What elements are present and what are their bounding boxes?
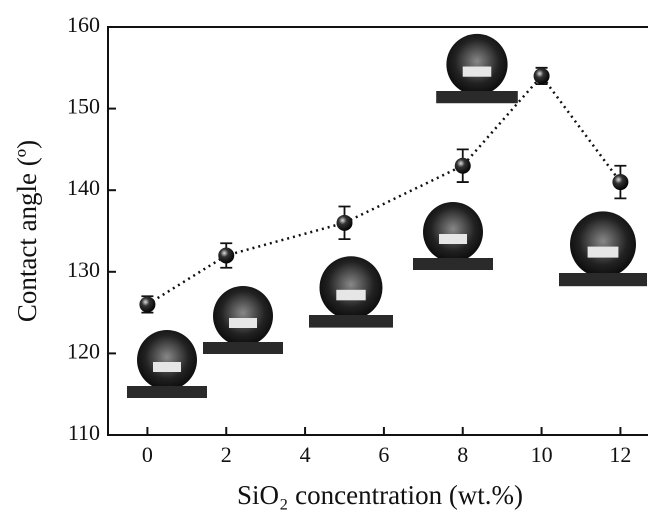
y-tick-label: 120	[67, 338, 100, 363]
x-tick-label: 2	[221, 442, 232, 467]
x-tick-label: 8	[457, 442, 468, 467]
x-tick-label: 12	[609, 442, 631, 467]
y-tick-label: 160	[67, 12, 100, 37]
x-tick-label: 4	[300, 442, 311, 467]
y-tick-label: 110	[68, 420, 100, 445]
y-axis-title: Contact angle (º)	[12, 140, 42, 322]
y-tick-label: 140	[67, 175, 100, 200]
x-tick-label: 10	[531, 442, 553, 467]
data-point	[218, 247, 235, 264]
data-point	[533, 67, 550, 84]
data-point	[612, 174, 629, 191]
y-tick-label: 150	[67, 94, 100, 119]
data-line	[146, 73, 622, 306]
x-axis-title: SiO₂ concentration (wt.%)	[237, 480, 523, 510]
data-point	[454, 157, 471, 174]
y-tick-label: 130	[67, 257, 100, 282]
x-tick-label: 0	[142, 442, 153, 467]
plot-frame	[107, 26, 648, 436]
data-point	[336, 214, 353, 231]
droplet-images	[127, 33, 647, 398]
x-tick-label: 6	[378, 442, 389, 467]
data-point	[139, 296, 156, 313]
